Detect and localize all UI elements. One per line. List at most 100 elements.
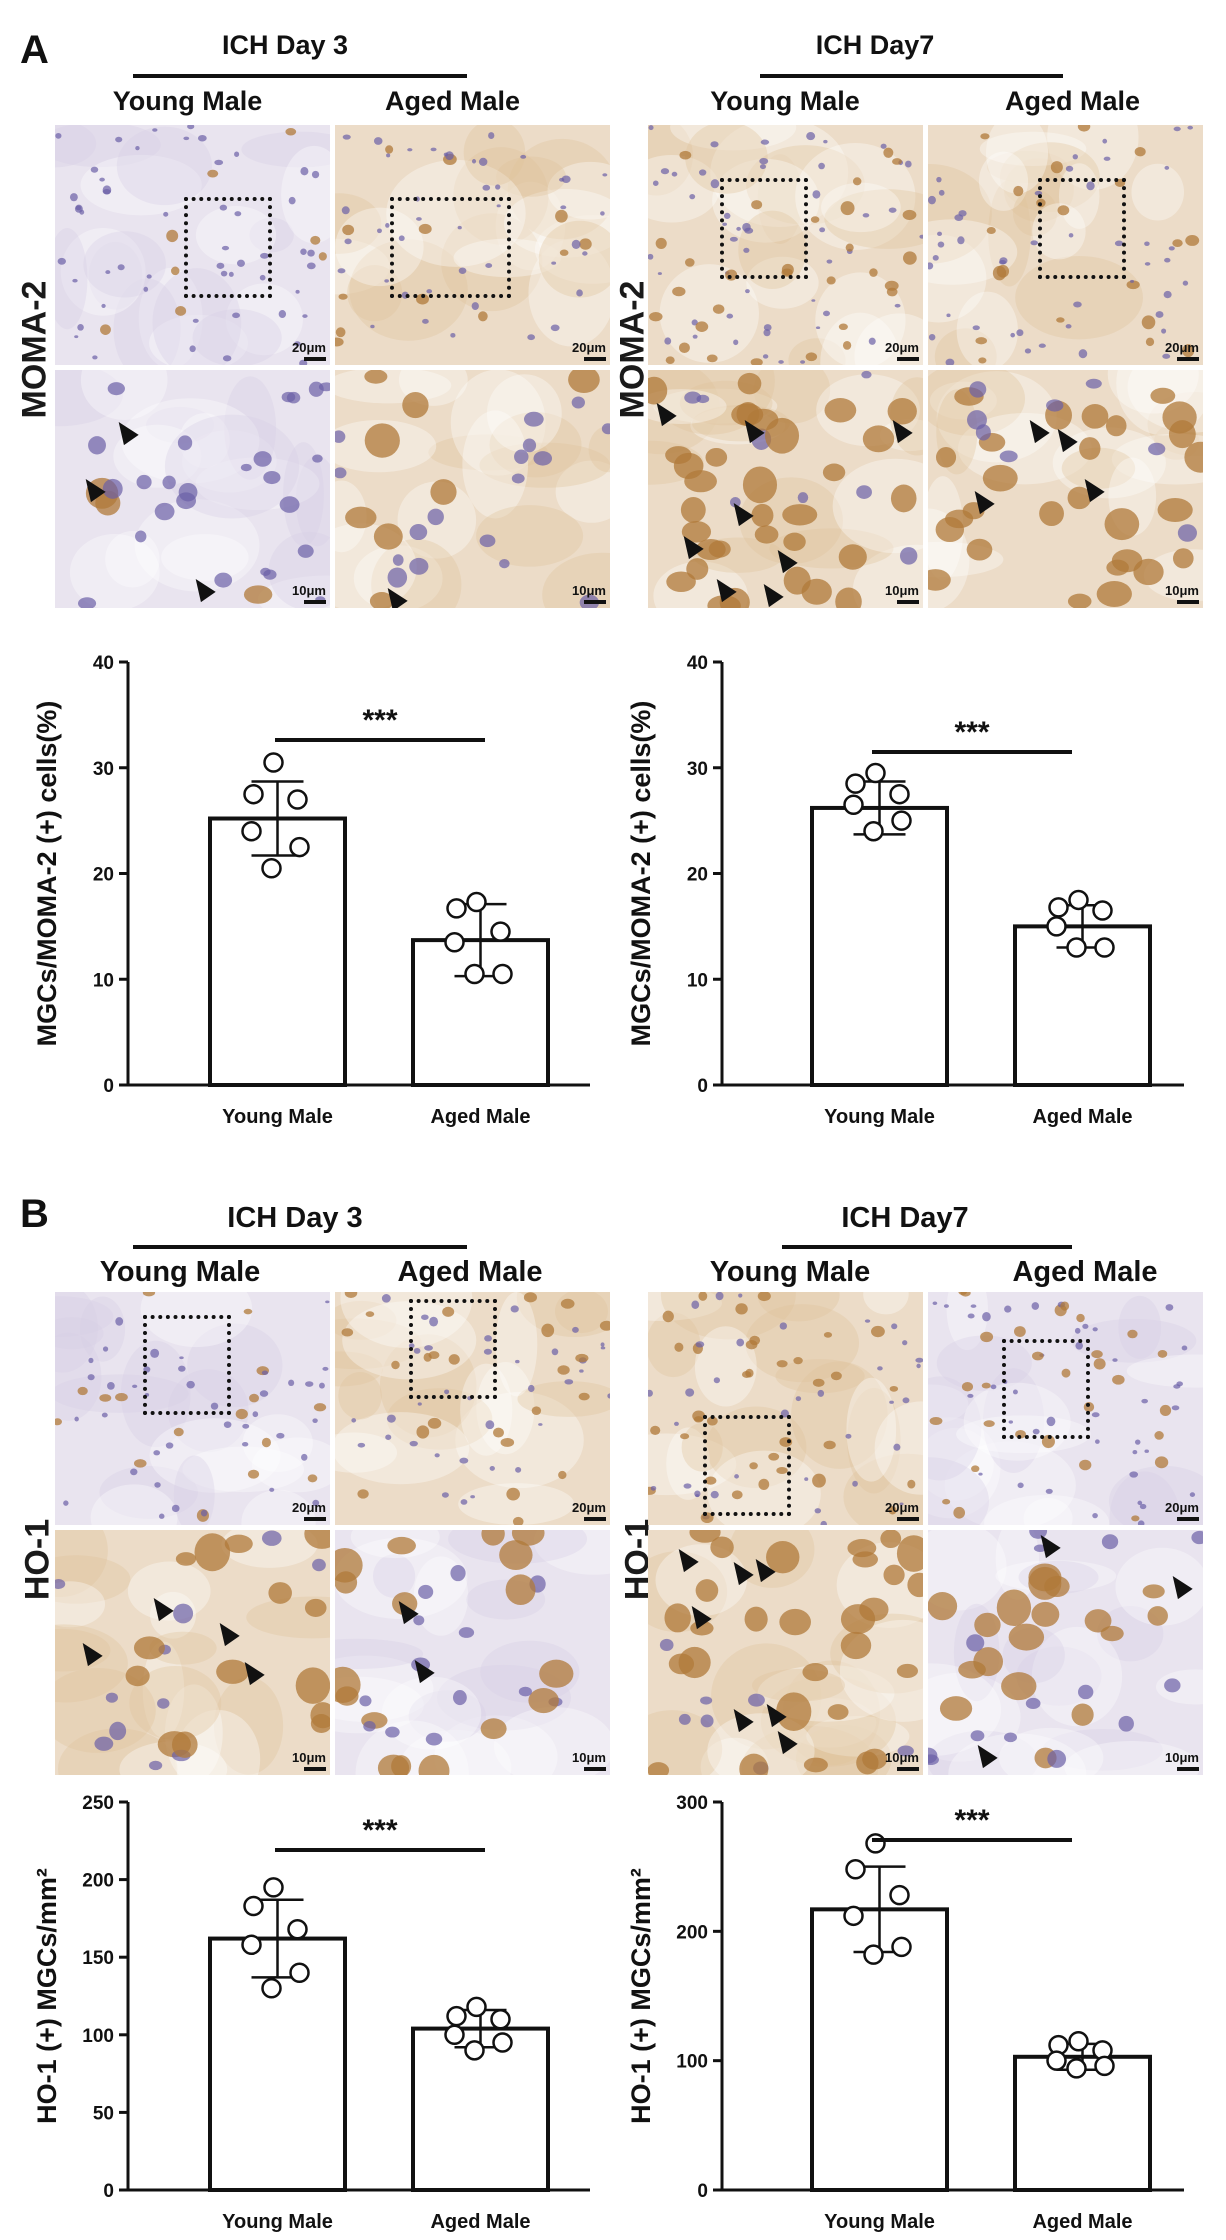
micrograph-b-day3-aged-low: 20μm <box>335 1292 610 1525</box>
data-point <box>891 810 912 831</box>
y-tick-label: 200 <box>676 1922 708 1943</box>
bar <box>810 805 949 1087</box>
data-point <box>464 963 485 985</box>
micrograph-a-day7-aged-high: 10μm <box>928 370 1203 608</box>
data-point <box>865 1833 886 1854</box>
significance-stars: *** <box>954 1804 989 1837</box>
scale-bar-line <box>1177 1517 1199 1521</box>
data-point <box>863 820 884 842</box>
tissue-texture <box>648 1530 923 1775</box>
micrograph-a-day7-young-high: 10μm <box>648 370 923 608</box>
group-underline <box>133 74 467 78</box>
group-title: ICH Day7 <box>841 1202 969 1234</box>
tissue-texture <box>648 1292 923 1525</box>
zoom-region-box <box>390 197 511 298</box>
y-axis-label: MGCs/MOMA-2 (+) cells(%) <box>32 701 62 1047</box>
data-point <box>843 1905 864 1927</box>
tissue-texture <box>335 1292 610 1525</box>
chart-ho1-day7: 0 100 200 300 HO-1 (+) MGCs/mm² Young Male Age… <box>626 1793 1184 2233</box>
tissue-texture <box>55 1530 330 1775</box>
tissue-texture <box>648 370 923 608</box>
zoom-region-box <box>719 177 808 279</box>
bar <box>208 816 347 1087</box>
scale-bar: 10μm <box>266 583 326 604</box>
scale-bar-line <box>304 1767 326 1771</box>
y-tick-label: 40 <box>93 653 114 674</box>
group-underline <box>760 74 1063 78</box>
data-point <box>1094 937 1115 958</box>
data-point <box>241 820 262 842</box>
tissue-texture <box>928 1292 1203 1525</box>
scale-bar-line <box>897 600 919 604</box>
micrograph-b-day7-aged-low: 20μm <box>928 1292 1203 1525</box>
group-title: ICH Day 3 <box>221 30 349 60</box>
data-point <box>466 891 487 913</box>
y-tick-label: 100 <box>676 2052 708 2073</box>
data-point <box>863 1944 884 1965</box>
scale-bar: 10μm <box>1139 1750 1199 1771</box>
data-point <box>263 1877 284 1898</box>
micrograph-a-day3-aged-high: 10μm <box>335 370 610 608</box>
data-point <box>490 921 511 942</box>
column-label: Young Male <box>112 86 263 116</box>
data-point <box>492 963 513 985</box>
y-tick-label: 200 <box>82 1871 114 1892</box>
y-tick-label: 10 <box>687 970 708 991</box>
column-label: Young Male <box>709 1256 871 1288</box>
tissue-texture <box>55 1292 330 1525</box>
stain-row-label: MOMA-2 <box>613 280 652 419</box>
tissue-texture <box>928 1530 1203 1775</box>
data-point <box>492 2032 513 2053</box>
scale-bar-line <box>897 357 919 361</box>
scale-bar: 10μm <box>859 583 919 604</box>
stain-row-label: MOMA-2 <box>15 280 54 419</box>
scale-bar-line <box>584 600 606 604</box>
scale-bar: 10μm <box>1139 583 1199 604</box>
zoom-region-box <box>1002 1338 1091 1439</box>
significance-stars: *** <box>362 704 397 737</box>
tissue-texture <box>335 125 610 365</box>
stain-row-label: HO-1 <box>18 1518 57 1601</box>
y-axis-label: MGCs/MOMA-2 (+) cells(%) <box>626 701 656 1047</box>
data-point <box>464 2040 485 2061</box>
y-tick-label: 250 <box>82 1793 114 1814</box>
y-tick-label: 0 <box>697 1076 708 1097</box>
micrograph-a-day7-young-low: 20μm <box>648 125 923 365</box>
micrograph-b-day7-young-low: 20μm <box>648 1292 923 1525</box>
scale-bar-line <box>304 357 326 361</box>
group-title: ICH Day 3 <box>227 1202 363 1234</box>
column-label: Aged Male <box>384 86 521 116</box>
data-point <box>845 773 866 794</box>
y-tick-label: 20 <box>687 865 708 886</box>
scale-bar-line <box>584 357 606 361</box>
data-point <box>263 752 284 773</box>
tissue-texture <box>928 370 1203 608</box>
micrograph-a-day3-young-high: 10μm <box>55 370 330 608</box>
y-tick-label: 300 <box>676 1793 708 1814</box>
scale-bar-line <box>304 600 326 604</box>
micrograph-b-day7-aged-high: 10μm <box>928 1530 1203 1775</box>
micrograph-a-day3-aged-low: 20μm <box>335 125 610 365</box>
y-tick-label: 40 <box>687 653 708 674</box>
scale-bar-line <box>304 1517 326 1521</box>
y-tick-label: 100 <box>82 2026 114 2047</box>
y-tick-label: 30 <box>93 759 114 780</box>
scale-bar: 20μm <box>546 1500 606 1521</box>
micrograph-b-day7-young-high: 10μm <box>648 1530 923 1775</box>
x-tick-label: Aged Male <box>430 1106 530 1128</box>
data-point <box>1068 2031 1089 2052</box>
zoom-region-box <box>1038 177 1126 279</box>
y-tick-label: 150 <box>82 1948 114 1969</box>
y-tick-label: 50 <box>93 2103 114 2124</box>
data-point <box>843 794 864 816</box>
x-tick-label: Aged Male <box>1032 1106 1132 1128</box>
panel-letter-a: A <box>20 28 49 72</box>
column-label: Aged Male <box>1012 1256 1158 1288</box>
micrograph-b-day3-aged-high: 10μm <box>335 1530 610 1775</box>
data-point <box>845 1859 866 1880</box>
x-tick-label: Young Male <box>222 2211 333 2233</box>
data-point <box>1068 889 1089 911</box>
data-point <box>889 783 910 805</box>
column-label: Young Male <box>710 86 860 116</box>
x-tick-label: Young Male <box>824 2211 935 2233</box>
